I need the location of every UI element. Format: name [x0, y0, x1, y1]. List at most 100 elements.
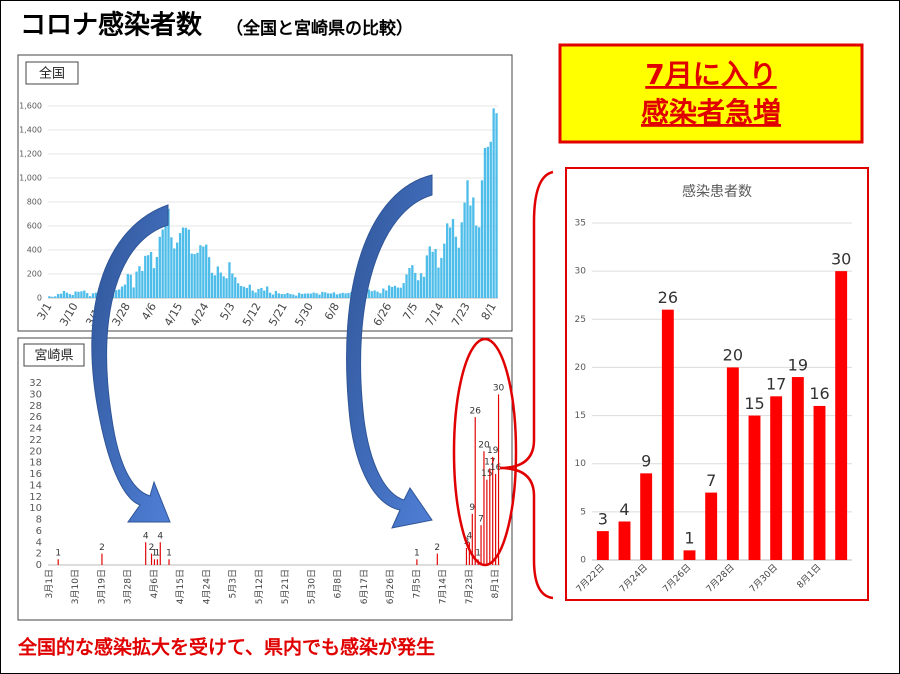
bar	[495, 113, 498, 298]
bar	[306, 293, 309, 298]
bar	[408, 268, 411, 298]
bar	[596, 531, 609, 560]
y-tick-label: 16	[29, 469, 42, 480]
bar	[144, 255, 147, 298]
bar	[199, 245, 202, 298]
y-tick-label: 600	[27, 222, 42, 231]
bar	[77, 291, 80, 298]
bar	[207, 257, 211, 298]
bar	[135, 271, 138, 298]
bar	[196, 252, 199, 298]
data-label: 9	[641, 452, 651, 471]
y-tick-label: 6	[36, 526, 42, 537]
bar	[138, 266, 141, 298]
bar	[68, 294, 71, 298]
x-tick-label: 7月14日	[438, 569, 449, 604]
bar	[170, 237, 173, 298]
data-label: 17	[484, 458, 495, 468]
bar	[120, 286, 124, 298]
bar	[379, 293, 382, 298]
data-label: 3	[598, 509, 608, 528]
headline-box	[558, 43, 864, 144]
y-tick-label: 35	[575, 219, 586, 229]
y-tick-label: 400	[27, 246, 42, 255]
bar	[618, 521, 631, 560]
bar	[417, 280, 420, 298]
bar	[190, 253, 193, 298]
data-label: 9	[469, 503, 475, 513]
y-tick-label: 24	[29, 424, 42, 435]
y-tick-label: 32	[29, 378, 42, 389]
bar	[161, 229, 164, 298]
bar	[234, 277, 237, 298]
y-tick-label: 0	[36, 560, 42, 571]
bar	[492, 108, 495, 299]
headline-line: 7月に入り	[645, 58, 776, 91]
y-tick-label: 15	[575, 411, 586, 421]
bar	[91, 293, 95, 298]
x-tick-label: 7月5日	[411, 569, 422, 598]
bar	[129, 274, 132, 298]
y-tick-label: 20	[575, 363, 587, 373]
bar	[489, 468, 491, 565]
bar	[251, 290, 254, 298]
bar	[167, 208, 170, 298]
y-tick-label: 1,600	[19, 102, 42, 111]
bar	[315, 293, 318, 298]
x-tick-label: 5月21日	[280, 569, 291, 604]
bar	[123, 284, 127, 298]
y-tick-label: 30	[29, 389, 42, 400]
bar	[155, 256, 159, 298]
bar	[341, 292, 344, 298]
bar	[51, 296, 54, 298]
bar	[219, 272, 222, 298]
headline-line: 感染者急増	[641, 96, 781, 129]
x-tick-label: 3月10日	[70, 569, 81, 604]
bar	[178, 233, 182, 298]
bar	[446, 223, 449, 298]
x-tick-label: 5月12日	[254, 569, 265, 604]
highlight-ellipse	[452, 337, 518, 567]
bar	[465, 547, 468, 565]
bar	[303, 293, 307, 298]
arrow	[91, 204, 171, 523]
y-tick-label: 4	[36, 537, 42, 548]
bar	[257, 289, 260, 298]
bar	[411, 265, 414, 298]
y-tick-label: 22	[29, 435, 42, 446]
bar	[396, 287, 399, 298]
bar	[222, 276, 225, 298]
bar	[486, 479, 488, 565]
bar	[202, 246, 205, 298]
bar	[228, 262, 231, 298]
bar	[431, 251, 434, 298]
bar	[193, 254, 196, 298]
bar	[289, 294, 292, 298]
data-label: 1	[55, 549, 61, 559]
bar	[263, 290, 266, 298]
bar	[463, 202, 466, 298]
bar	[466, 180, 469, 298]
data-label: 2	[434, 543, 440, 553]
bar	[216, 266, 219, 298]
bar	[184, 227, 188, 298]
bar	[495, 474, 497, 565]
x-tick-label: 3月19日	[96, 569, 107, 604]
slide-subtitle: （全国と宮崎県の比較）	[226, 18, 413, 39]
y-tick-label: 2	[36, 549, 42, 560]
bar	[292, 294, 295, 298]
bar	[48, 296, 51, 298]
chart-title: 全国	[39, 66, 65, 82]
bar	[428, 246, 431, 298]
y-tick-label: 26	[29, 412, 42, 423]
bar	[385, 290, 388, 298]
bar	[318, 294, 321, 298]
y-tick-label: 800	[27, 198, 42, 207]
bar	[309, 293, 312, 298]
y-tick-label: 1,200	[19, 150, 42, 159]
data-label: 2	[99, 543, 105, 553]
data-label: 16	[490, 463, 502, 473]
chart-title: 感染患者数	[682, 183, 752, 200]
data-label: 1	[475, 549, 481, 559]
